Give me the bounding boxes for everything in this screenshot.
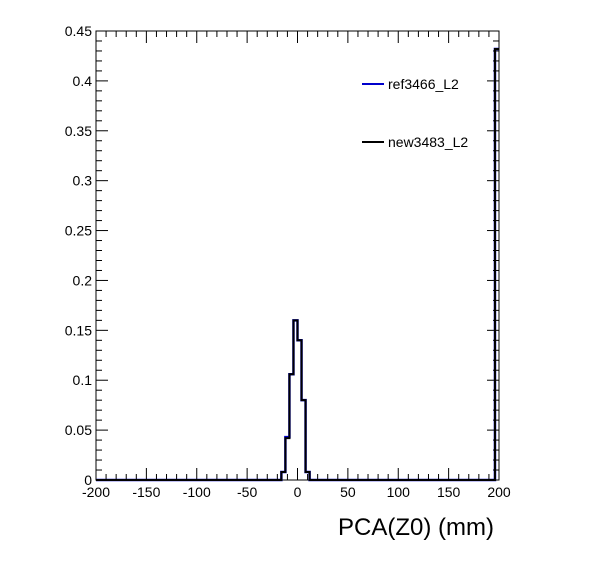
y-tick-label: 0.25 <box>65 223 92 239</box>
legend: ref3466_L2 new3483_L2 <box>362 76 468 150</box>
x-tick-label: -150 <box>132 484 160 500</box>
x-tick-label: 100 <box>387 484 411 500</box>
x-axis-title: PCA(Z0) (mm) <box>338 514 494 541</box>
y-tick-label: 0.05 <box>65 422 92 438</box>
x-tick-label: -50 <box>237 484 257 500</box>
x-tick-label: 50 <box>340 484 356 500</box>
series-line-1 <box>96 47 499 481</box>
plot-frame <box>95 30 500 481</box>
y-tick-label: 0.45 <box>65 23 92 39</box>
x-tick-label: 0 <box>294 484 302 500</box>
y-tick-label: 0.15 <box>65 322 92 338</box>
x-tick-label: 200 <box>487 484 511 500</box>
y-tick-label: 0.2 <box>73 272 93 288</box>
x-tick-label: 150 <box>437 484 461 500</box>
legend-label-new: new3483_L2 <box>388 134 468 150</box>
legend-label-ref: ref3466_L2 <box>388 76 459 92</box>
y-tick-label: 0 <box>84 472 92 488</box>
y-tick-label: 0.3 <box>73 173 93 189</box>
x-tick-label: -200 <box>82 484 110 500</box>
x-tick-label: -100 <box>183 484 211 500</box>
histogram-layer <box>96 47 499 482</box>
ticks-layer: -200 -150 -100 -50 0 50 100 150 200 0 0.05 0.1 0.15 0… <box>65 23 511 500</box>
y-tick-label: 0.4 <box>73 73 93 89</box>
y-tick-label: 0.1 <box>73 372 93 388</box>
y-tick-label: 0.35 <box>65 123 92 139</box>
